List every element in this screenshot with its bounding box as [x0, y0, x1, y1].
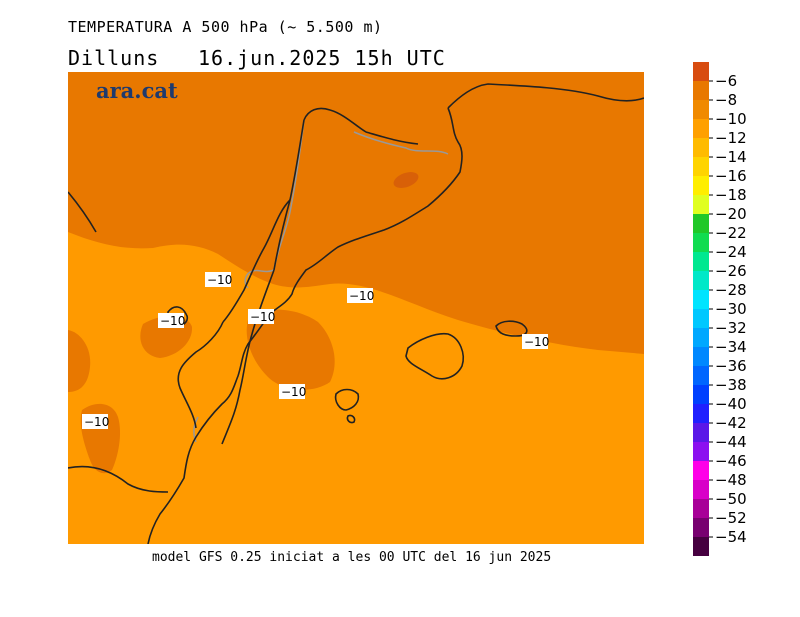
contour-label: −10 [205, 272, 232, 287]
colorbar-tick-label: −50 [715, 490, 747, 508]
colorbar-tick-label: −42 [715, 414, 747, 432]
svg-text:−10: −10 [524, 335, 549, 349]
colorbar-swatch [693, 119, 709, 138]
contour-label: −10 [347, 288, 374, 303]
contour-label: −10 [158, 313, 185, 328]
balearic-islands [334, 320, 528, 424]
model-caption: model GFS 0.25 iniciat a les 00 UTC del … [152, 550, 552, 565]
colorbar-tick-label: −14 [715, 148, 747, 166]
colorbar-swatch [693, 385, 709, 404]
colorbar-tick-label: −36 [715, 357, 747, 375]
island-ibiza [334, 388, 360, 411]
colorbar-swatch [693, 62, 709, 81]
island-formentera [346, 414, 356, 424]
colorbar-tick-label: −28 [715, 281, 747, 299]
temperature-map: −10 −10 −10 −10 −10 −10 −10 ara.cat [68, 72, 644, 544]
colorbar-tick-label: −38 [715, 376, 747, 394]
coastline-borders [68, 83, 644, 544]
warm-spot [393, 172, 419, 188]
colorbar-tick-label: −40 [715, 395, 747, 413]
colorbar-swatch [693, 100, 709, 119]
colorbar-tick-label: −54 [715, 528, 747, 546]
colorbar-swatch [693, 138, 709, 157]
colorbar-swatch [693, 176, 709, 195]
svg-text:−10: −10 [84, 415, 109, 429]
colorbar-swatch [693, 214, 709, 233]
colorbar-swatch [693, 347, 709, 366]
svg-text:−10: −10 [207, 273, 232, 287]
map-title: TEMPERATURA A 500 hPa (~ 5.500 m) [68, 18, 383, 36]
colorbar-tick-label: −6 [715, 72, 737, 90]
warm-pocket-edge [68, 330, 91, 392]
day-label: Dilluns [68, 46, 160, 70]
colorbar-swatch [693, 233, 709, 252]
colorbar-tick-label: −16 [715, 167, 747, 185]
river-line-north [353, 131, 449, 155]
colorbar-tick-label: −30 [715, 300, 747, 318]
colorbar-swatch [693, 537, 709, 556]
svg-text:−10: −10 [160, 314, 185, 328]
island-mallorca [405, 332, 464, 380]
contour-label: −10 [279, 384, 306, 399]
mild-field [68, 232, 644, 544]
colorbar-tick-label: −18 [715, 186, 747, 204]
mild-lobe-west [138, 252, 212, 276]
island-menorca [495, 320, 528, 337]
colorbar-swatch [693, 195, 709, 214]
colorbar-tick-label: −24 [715, 243, 747, 261]
colorbar-swatch [693, 290, 709, 309]
ara-cat-logo: ara.cat [96, 78, 178, 103]
colorbar-swatch [693, 328, 709, 347]
colorbar-tick-label: −48 [715, 471, 747, 489]
colorbar-tick-label: −26 [715, 262, 747, 280]
colorbar-tick-label: −12 [715, 129, 747, 147]
svg-text:−10: −10 [349, 289, 374, 303]
colorbar-swatch [693, 271, 709, 290]
colorbar-tick-label: −52 [715, 509, 747, 527]
colorbar-swatch [693, 461, 709, 480]
colorbar-swatch [693, 423, 709, 442]
colorbar-tick-label: −8 [715, 91, 737, 109]
colorbar-tick-label: −22 [715, 224, 747, 242]
colorbar-tick-label: −20 [715, 205, 747, 223]
warm-pocket-center [246, 309, 335, 390]
colorbar-legend: −6−8−10−12−14−16−18−20−22−24−26−28−30−32… [693, 62, 747, 556]
contour-label: −10 [248, 309, 275, 324]
colorbar-tick-label: −32 [715, 319, 747, 337]
colorbar-tick-label: −10 [715, 110, 747, 128]
colorbar-tick-label: −34 [715, 338, 747, 356]
colorbar-swatch [693, 157, 709, 176]
colorbar-tick-label: −46 [715, 452, 747, 470]
colorbar-swatch [693, 442, 709, 461]
svg-text:−10: −10 [281, 385, 306, 399]
colorbar-swatch [693, 480, 709, 499]
contour-label: −10 [522, 334, 549, 349]
colorbar-swatch [693, 81, 709, 100]
colorbar-swatch [693, 309, 709, 328]
svg-text:−10: −10 [250, 310, 275, 324]
colorbar-swatch [693, 518, 709, 537]
colorbar-swatch [693, 404, 709, 423]
colorbar-tick-label: −44 [715, 433, 747, 451]
colorbar-swatch [693, 366, 709, 385]
contour-label: −10 [82, 414, 109, 429]
colorbar-swatch [693, 252, 709, 271]
colorbar-swatch [693, 499, 709, 518]
date-label: 16.jun.2025 15h UTC [198, 46, 446, 70]
